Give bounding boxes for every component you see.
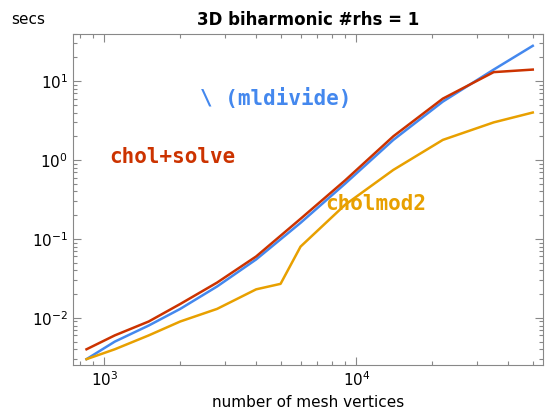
Text: cholmod2: cholmod2 <box>325 194 426 214</box>
Text: chol+solve: chol+solve <box>110 147 236 167</box>
Text: secs: secs <box>12 12 46 27</box>
Title: 3D biharmonic #rhs = 1: 3D biharmonic #rhs = 1 <box>197 11 419 29</box>
Text: \ (mldivide): \ (mldivide) <box>200 88 352 109</box>
X-axis label: number of mesh vertices: number of mesh vertices <box>212 394 404 410</box>
